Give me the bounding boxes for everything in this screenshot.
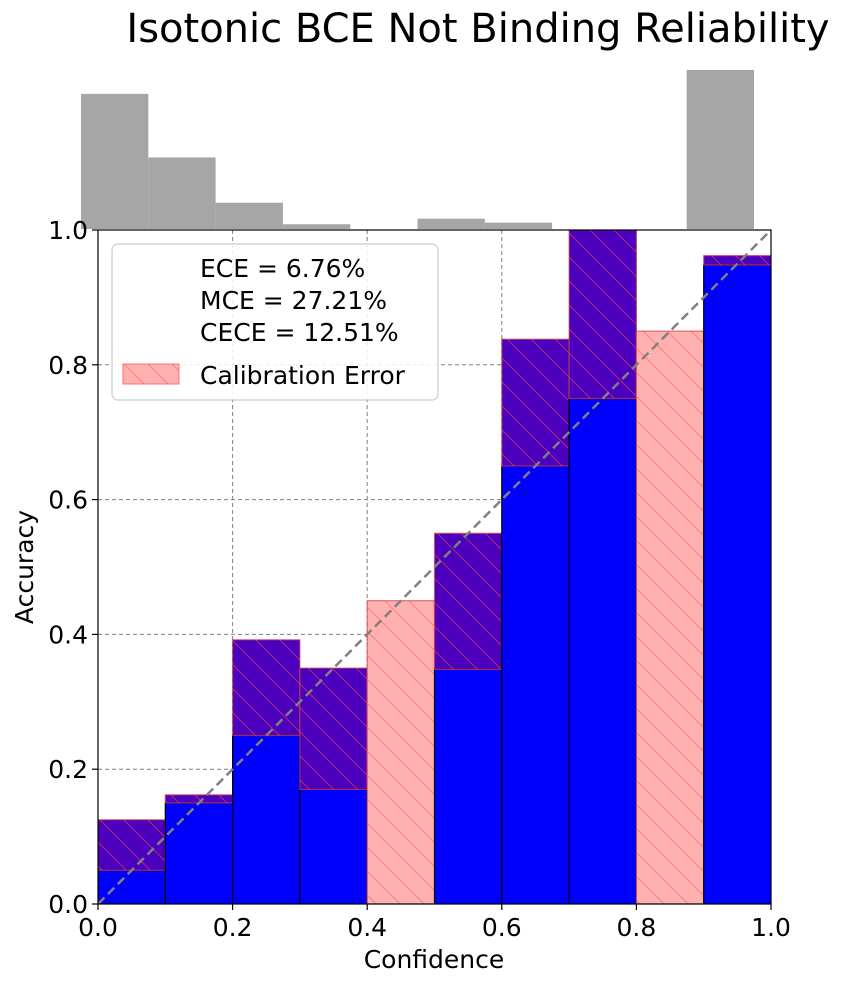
x-axis-label: Confidence xyxy=(364,945,505,974)
calibration-error-hatch xyxy=(636,331,704,904)
x-tick-label: 1.0 xyxy=(751,913,791,942)
calibration-error-hatch xyxy=(232,639,300,736)
histogram-bar xyxy=(81,93,149,229)
accuracy-bar xyxy=(501,465,570,904)
y-axis-ticks: 0.0 0.2 0.4 0.6 0.8 1.0 xyxy=(48,216,98,919)
legend-error-swatch-hatch xyxy=(123,364,179,384)
bars xyxy=(98,230,771,904)
legend: ECE = 6.76% MCE = 27.21% CECE = 12.51% C… xyxy=(111,243,439,401)
legend-ece: ECE = 6.76% xyxy=(200,254,365,283)
legend-box xyxy=(111,243,439,401)
x-tick-label: 0.0 xyxy=(78,913,118,942)
y-tick-label: 0.2 xyxy=(48,755,88,784)
y-tick-label: 0.6 xyxy=(48,486,88,515)
perfect-calibration-line xyxy=(97,229,772,905)
calibration-error-hatch xyxy=(434,533,502,670)
histogram-bar xyxy=(686,70,754,229)
accuracy-bar xyxy=(568,397,637,904)
calibration-error-hatch xyxy=(165,794,233,803)
calibration-error-hatch xyxy=(569,230,637,399)
calibration-error-hatch xyxy=(703,255,771,266)
y-tick-label: 0.4 xyxy=(48,620,88,649)
y-tick-label: 0.8 xyxy=(48,351,88,380)
histogram-bar xyxy=(148,157,216,229)
calibration-error-hatch xyxy=(98,819,166,871)
legend-error-label: Calibration Error xyxy=(200,361,406,390)
x-tick-label: 0.4 xyxy=(347,913,387,942)
histogram-bar xyxy=(215,202,283,229)
x-tick-label: 0.8 xyxy=(617,913,657,942)
x-tick-label: 0.6 xyxy=(482,913,522,942)
histogram-bar xyxy=(417,218,485,229)
x-tick-label: 0.2 xyxy=(213,913,253,942)
legend-mce: MCE = 27.21% xyxy=(200,286,387,315)
accuracy-bar xyxy=(433,668,503,904)
chart-title: Isotonic BCE Not Binding Reliability xyxy=(126,6,829,52)
calibration-error-hatch xyxy=(367,600,435,904)
accuracy-bar xyxy=(703,264,771,904)
y-tick-label: 0.0 xyxy=(48,890,88,919)
calibration-error-hatch xyxy=(299,668,368,790)
legend-cece: CECE = 12.51% xyxy=(200,318,399,347)
histogram-bar xyxy=(484,222,553,229)
accuracy-bar xyxy=(299,788,368,904)
y-tick-label: 1.0 xyxy=(48,216,88,245)
accuracy-bar xyxy=(98,869,166,904)
confidence-histogram xyxy=(81,70,754,229)
x-axis-ticks: 0.0 0.2 0.4 0.6 0.8 1.0 xyxy=(78,904,791,942)
y-axis-label: Accuracy xyxy=(10,510,39,624)
plot-frame xyxy=(97,229,772,905)
histogram-bar xyxy=(282,224,351,229)
calibration-error-hatch xyxy=(501,339,570,466)
accuracy-bar xyxy=(164,802,234,904)
